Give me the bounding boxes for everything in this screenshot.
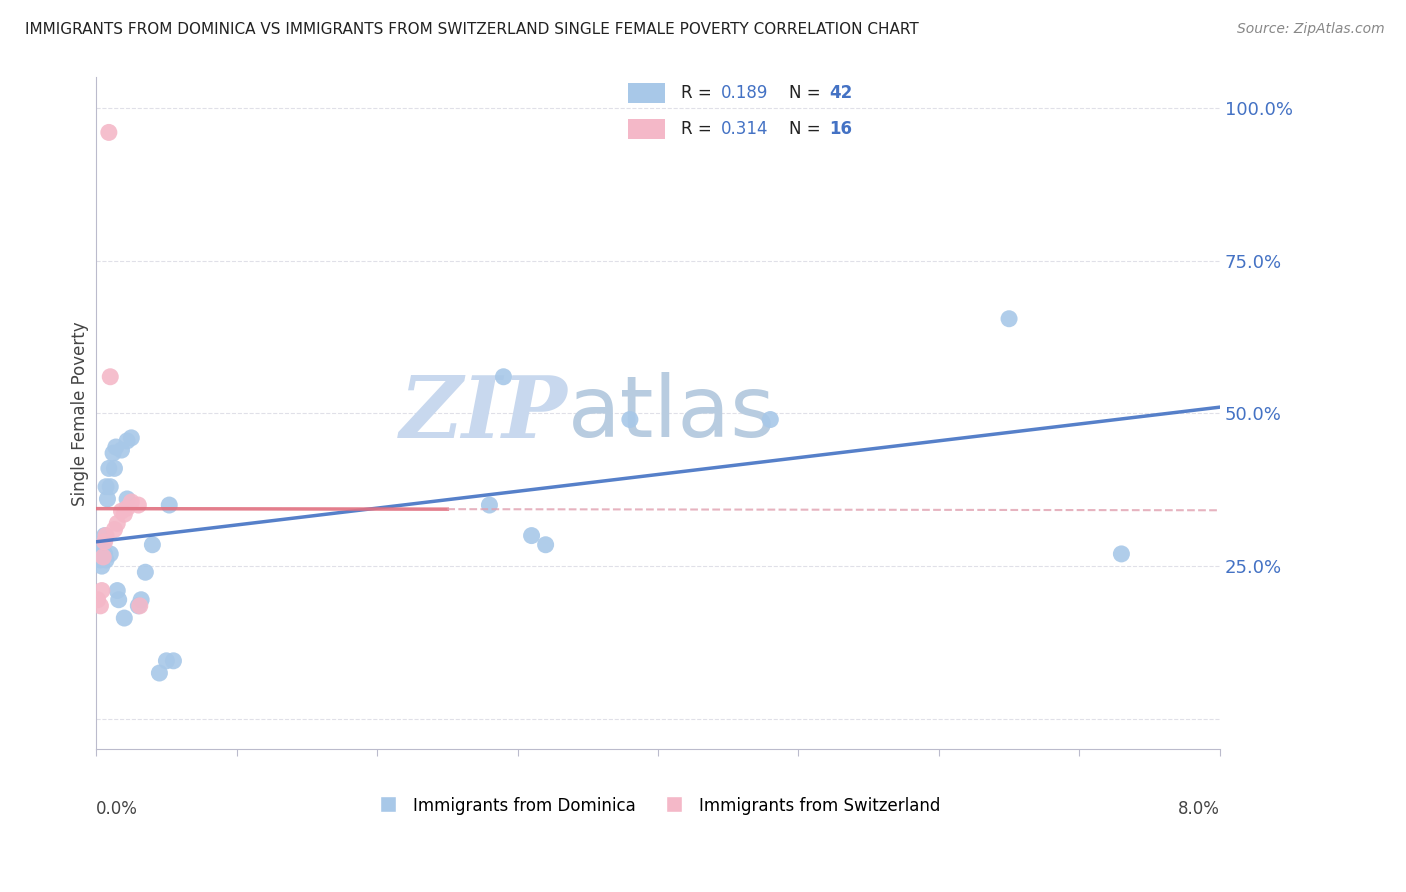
Bar: [628, 83, 665, 103]
Point: [492, 369, 515, 384]
Point: [129, 592, 152, 607]
Point: [91, 547, 114, 561]
Point: [105, 583, 128, 598]
Point: [98, 480, 121, 494]
Point: [112, 507, 135, 521]
Legend: Immigrants from Dominica, Immigrants from Switzerland: Immigrants from Dominica, Immigrants fro…: [368, 790, 948, 822]
Text: R =: R =: [681, 120, 717, 137]
Point: [93, 528, 115, 542]
Point: [90, 541, 112, 555]
Point: [103, 523, 125, 537]
Point: [89, 553, 111, 567]
Point: [91, 538, 114, 552]
Point: [86, 592, 108, 607]
Text: atlas: atlas: [568, 372, 776, 455]
Point: [98, 369, 121, 384]
Point: [89, 547, 111, 561]
Point: [157, 498, 180, 512]
Point: [91, 549, 114, 564]
Point: [110, 504, 132, 518]
Point: [104, 440, 127, 454]
Text: 0.189: 0.189: [721, 84, 768, 102]
Point: [141, 538, 163, 552]
Text: 42: 42: [830, 84, 852, 102]
Text: 0.314: 0.314: [721, 120, 768, 137]
Point: [90, 559, 112, 574]
Point: [97, 461, 120, 475]
Point: [105, 516, 128, 531]
Point: [96, 491, 118, 506]
Text: IMMIGRANTS FROM DOMINICA VS IMMIGRANTS FROM SWITZERLAND SINGLE FEMALE POVERTY CO: IMMIGRANTS FROM DOMINICA VS IMMIGRANTS F…: [25, 22, 920, 37]
Text: ZIP: ZIP: [401, 372, 568, 455]
Point: [112, 611, 135, 625]
Point: [619, 412, 641, 426]
Point: [155, 654, 177, 668]
Point: [93, 534, 115, 549]
Point: [134, 566, 156, 580]
Point: [115, 501, 138, 516]
Point: [94, 528, 117, 542]
Bar: [628, 119, 665, 138]
Point: [127, 498, 149, 512]
Point: [520, 528, 543, 542]
Point: [162, 654, 184, 668]
Point: [97, 125, 120, 139]
Point: [91, 549, 114, 564]
Point: [148, 666, 170, 681]
Text: N =: N =: [789, 120, 825, 137]
Point: [128, 599, 150, 613]
Point: [107, 592, 129, 607]
Text: R =: R =: [681, 84, 717, 102]
Point: [120, 431, 142, 445]
Text: 8.0%: 8.0%: [1178, 800, 1220, 818]
Point: [759, 412, 782, 426]
Point: [120, 495, 142, 509]
Point: [90, 583, 112, 598]
Point: [998, 311, 1021, 326]
Point: [94, 553, 117, 567]
Point: [110, 443, 132, 458]
Point: [94, 480, 117, 494]
Text: Source: ZipAtlas.com: Source: ZipAtlas.com: [1237, 22, 1385, 37]
Point: [478, 498, 501, 512]
Point: [101, 446, 124, 460]
Point: [89, 599, 111, 613]
Y-axis label: Single Female Poverty: Single Female Poverty: [72, 321, 89, 506]
Point: [93, 547, 115, 561]
Point: [127, 599, 149, 613]
Point: [98, 547, 121, 561]
Point: [103, 461, 125, 475]
Text: 0.0%: 0.0%: [96, 800, 138, 818]
Point: [115, 491, 138, 506]
Point: [1111, 547, 1133, 561]
Text: 16: 16: [830, 120, 852, 137]
Point: [115, 434, 138, 448]
Point: [534, 538, 557, 552]
Point: [87, 538, 110, 552]
Text: N =: N =: [789, 84, 825, 102]
